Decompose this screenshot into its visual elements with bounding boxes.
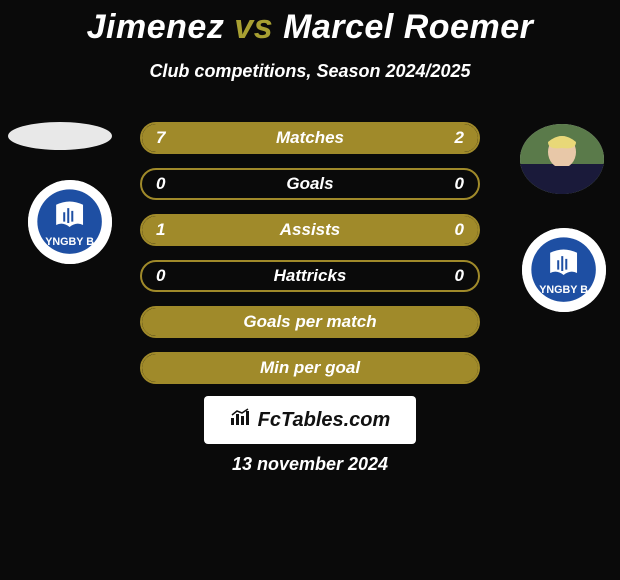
- club-crest-icon: YNGBY B: [36, 188, 103, 255]
- player2-avatar: [520, 124, 604, 194]
- stat-row: 1 0 Assists: [140, 214, 480, 246]
- stat-value-left: 0: [156, 266, 165, 286]
- branding-badge: FcTables.com: [204, 396, 416, 444]
- stat-label: Goals: [286, 174, 333, 194]
- stat-value-left: 1: [156, 220, 165, 240]
- stat-row: 7 2 Matches: [140, 122, 480, 154]
- player2-name: Marcel Roemer: [283, 8, 533, 46]
- svg-text:YNGBY B: YNGBY B: [46, 237, 95, 249]
- stat-label: Goals per match: [243, 312, 376, 332]
- comparison-title: Jimenez vs Marcel Roemer: [0, 0, 620, 47]
- stat-value-right: 0: [455, 174, 464, 194]
- stat-label: Hattricks: [274, 266, 347, 286]
- subtitle: Club competitions, Season 2024/2025: [0, 61, 620, 82]
- stat-label: Matches: [276, 128, 344, 148]
- stat-row: Goals per match: [140, 306, 480, 338]
- stat-value-right: 0: [455, 220, 464, 240]
- branding-text: FcTables.com: [258, 409, 391, 432]
- stat-value-left: 7: [156, 128, 165, 148]
- bar-fill-right: [401, 124, 478, 152]
- svg-text:YNGBY B: YNGBY B: [540, 285, 589, 297]
- player2-club-badge: YNGBY B: [522, 228, 606, 312]
- player1-club-badge: YNGBY B: [28, 180, 112, 264]
- chart-icon: [230, 408, 252, 432]
- stat-label: Min per goal: [260, 358, 360, 378]
- stat-row: 0 0 Hattricks: [140, 260, 480, 292]
- stat-value-left: 0: [156, 174, 165, 194]
- vs-text: vs: [234, 8, 273, 46]
- stat-value-right: 0: [455, 266, 464, 286]
- club-crest-icon: YNGBY B: [530, 236, 597, 303]
- stat-bars: 7 2 Matches 0 0 Goals 1 0 Assists 0 0 Hattricks Goal…: [140, 122, 480, 398]
- stat-row: Min per goal: [140, 352, 480, 384]
- stat-row: 0 0 Goals: [140, 168, 480, 200]
- stat-label: Assists: [280, 220, 340, 240]
- date-text: 13 november 2024: [232, 454, 388, 475]
- player1-name: Jimenez: [87, 8, 225, 46]
- bar-fill-left: [142, 124, 401, 152]
- player1-avatar: [8, 122, 112, 150]
- stat-value-right: 2: [455, 128, 464, 148]
